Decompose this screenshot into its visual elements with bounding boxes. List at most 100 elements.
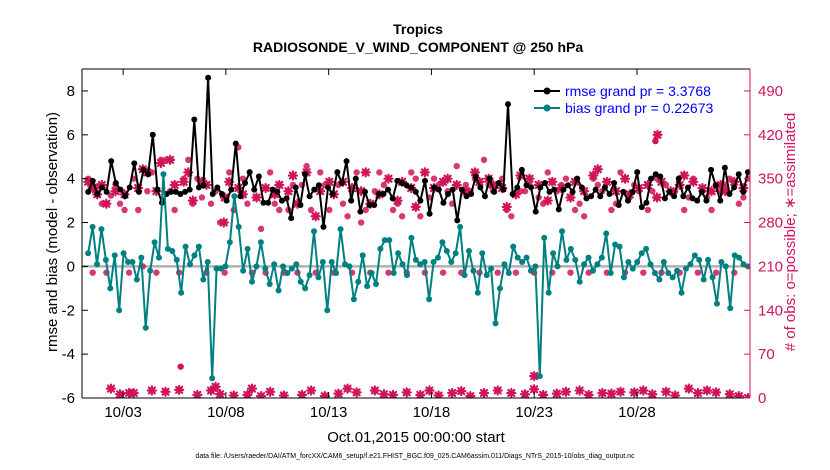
bias-point <box>554 263 561 270</box>
obs-possible-point <box>712 269 720 276</box>
rmse-point <box>421 177 428 184</box>
rmse-point <box>389 195 396 202</box>
bias-point <box>616 243 623 250</box>
bias-point <box>558 228 565 235</box>
rmse-point <box>228 186 235 193</box>
bias-point <box>147 267 154 274</box>
obs-assimilated-point <box>715 179 726 191</box>
rmse-point <box>209 191 216 198</box>
rmse-point <box>615 201 622 208</box>
bias-point <box>682 265 689 272</box>
obs-assimilated-point <box>146 385 157 396</box>
obs-possible-point <box>303 162 310 170</box>
bias-point <box>297 278 304 285</box>
obs-possible-point <box>121 206 128 214</box>
rmse-point <box>657 173 664 180</box>
rmse-point <box>620 188 627 195</box>
obs-assimilated-point <box>387 389 399 398</box>
obs-possible-point <box>735 200 743 207</box>
bias-point <box>448 259 455 266</box>
obs-assimilated-point <box>101 198 112 209</box>
rmse-point <box>675 175 682 182</box>
obs-assimilated-point <box>569 176 581 187</box>
bias-point <box>634 259 641 266</box>
bias-point <box>594 261 601 268</box>
obs-assimilated-point <box>218 217 229 228</box>
legend-bias-marker <box>543 104 551 112</box>
obs-assimilated-point <box>369 385 380 396</box>
obs-possible-point <box>307 206 315 214</box>
bias-point <box>125 259 132 266</box>
obs-assimilated-point <box>733 391 744 398</box>
y-tick-label-left: -2 <box>62 302 75 319</box>
rmse-point <box>288 215 295 222</box>
obs-assimilated-point <box>215 389 226 398</box>
obs-assimilated-point <box>670 390 681 398</box>
obs-possible-point <box>480 156 488 164</box>
y-axis-label-right: # of obs: o=possible; ∗=assimilated <box>782 113 799 352</box>
rmse-point <box>537 184 544 191</box>
obs-possible-point <box>512 269 520 276</box>
bias-point <box>731 252 738 259</box>
obs-assimilated-point <box>478 387 490 398</box>
rmse-line <box>87 77 749 228</box>
rmse-point <box>311 186 318 193</box>
bias-point <box>461 272 468 279</box>
rmse-point <box>468 191 475 198</box>
bias-point <box>359 252 366 259</box>
bias-point <box>288 265 295 272</box>
bias-point <box>443 248 450 255</box>
bias-point <box>607 269 614 276</box>
rmse-point <box>481 193 488 200</box>
rmse-point <box>177 191 184 198</box>
y-tick-label-right: 350 <box>758 171 783 188</box>
obs-assimilated-point <box>401 387 412 398</box>
obs-assimilated-point <box>583 389 594 398</box>
obs-assimilated-point <box>83 176 94 187</box>
bias-point <box>678 289 685 296</box>
rmse-point <box>135 188 142 195</box>
axes: -6 -4 -2 0 2 4 6 8 0 70 140 210 280 350 420 490 10/03 10/… <box>62 68 783 421</box>
obs-assimilated-point <box>606 388 617 398</box>
obs-assimilated-point <box>178 176 189 187</box>
rmse-point <box>168 188 175 195</box>
bias-point <box>372 280 379 287</box>
rmse-point <box>431 184 438 191</box>
obs-possible-point <box>357 219 365 226</box>
rmse-point <box>265 199 272 206</box>
obs-assimilated-point <box>642 179 653 191</box>
rmse-point <box>394 177 401 184</box>
bias-point <box>160 171 167 178</box>
rmse-point <box>458 186 465 193</box>
obs-assimilated-point <box>692 387 703 398</box>
rmse-point <box>126 184 133 191</box>
bias-point <box>98 226 105 233</box>
bias-point <box>235 223 242 230</box>
rmse-point <box>440 199 447 206</box>
rmse-point <box>195 184 202 191</box>
obs-possible-point <box>344 213 351 220</box>
obs-assimilated-point <box>488 179 499 191</box>
bias-point <box>324 307 331 314</box>
bias-point <box>94 261 101 268</box>
obs-assimilated-point <box>652 129 663 140</box>
rmse-point <box>149 131 156 138</box>
bias-point <box>178 289 185 296</box>
rmse-point <box>463 193 470 200</box>
rmse-point <box>325 184 332 191</box>
bias-point <box>102 256 109 263</box>
bias-point <box>638 250 645 257</box>
bias-point <box>651 269 658 276</box>
obs-assimilated-point <box>683 383 694 394</box>
rmse-point <box>375 191 382 198</box>
obs-possible-point <box>681 206 688 214</box>
bias-point <box>625 259 632 266</box>
bias-point <box>740 261 747 268</box>
obs-possible-point <box>89 269 96 276</box>
rmse-point <box>624 197 631 204</box>
obs-assimilated-point <box>433 390 444 398</box>
rmse-point <box>689 195 696 202</box>
plot-area <box>82 74 750 398</box>
obs-assimilated-point <box>629 387 640 398</box>
rmse-point <box>532 208 539 215</box>
